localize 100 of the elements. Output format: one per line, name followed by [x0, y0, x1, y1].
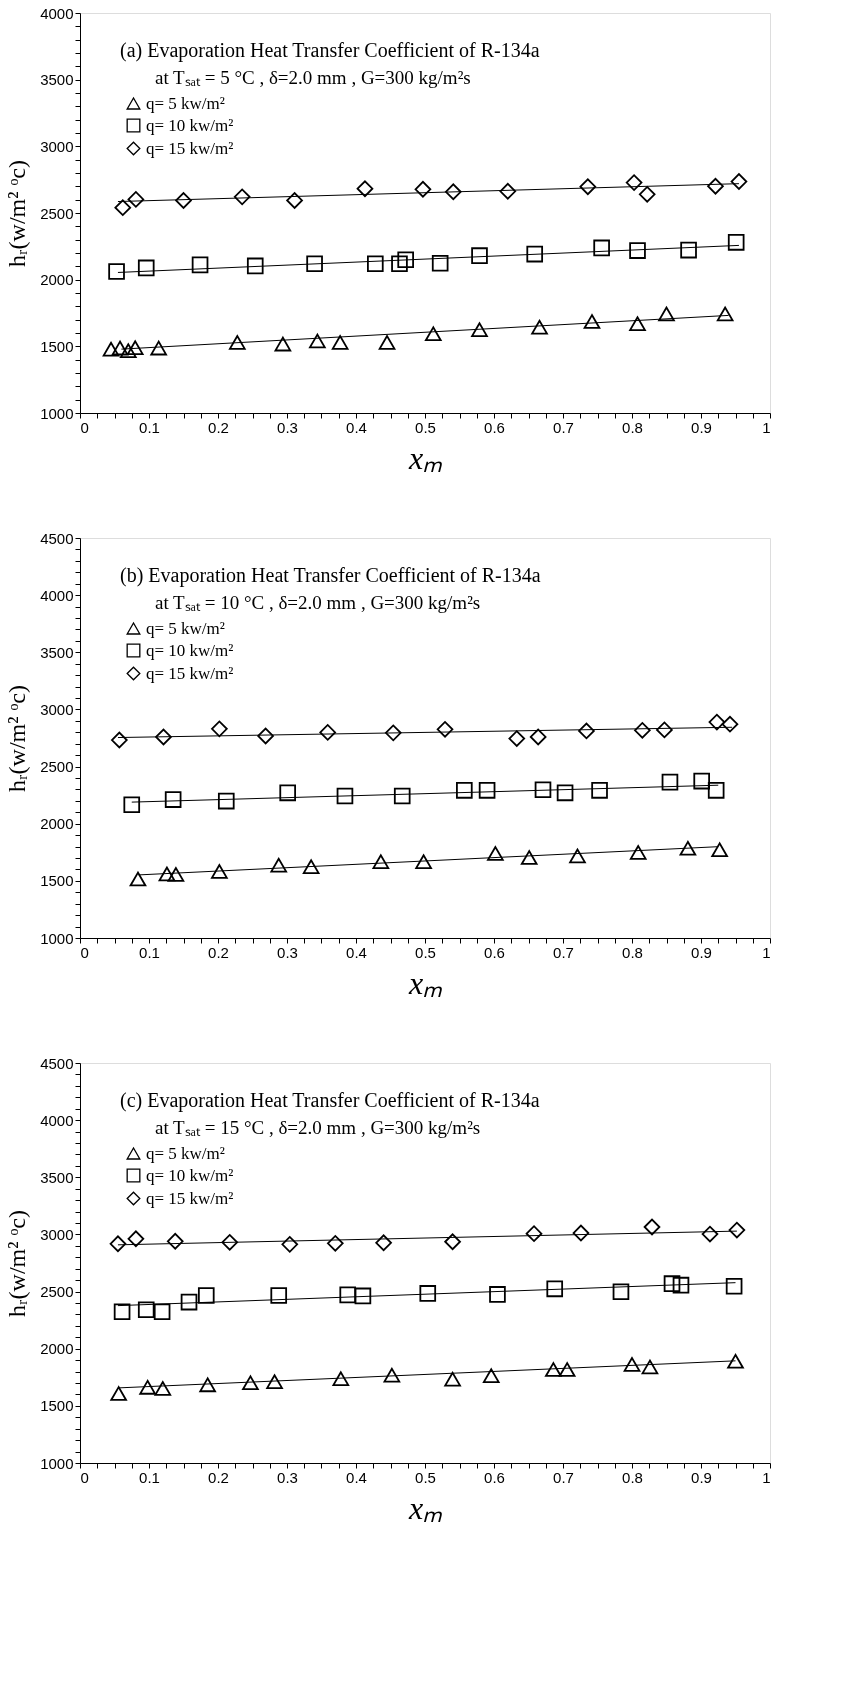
x-tick-label: 0.9 — [691, 1468, 712, 1486]
point — [129, 871, 147, 887]
point — [114, 199, 132, 216]
point — [693, 772, 711, 790]
point — [266, 1374, 283, 1390]
point — [663, 1275, 681, 1292]
point — [139, 1380, 156, 1395]
x-tick-label: 0.8 — [622, 1468, 643, 1486]
point — [414, 180, 432, 198]
y-tick-label: 3000 — [40, 137, 74, 155]
x-tick-label: 1 — [762, 1468, 771, 1486]
point — [217, 792, 235, 810]
y-tick-label: 4500 — [40, 1054, 74, 1072]
point — [556, 784, 574, 802]
point — [150, 340, 167, 356]
x-tick-label: 0 — [80, 943, 89, 961]
x-tick-label: 0.7 — [553, 418, 574, 436]
point — [656, 721, 673, 739]
point — [270, 1287, 288, 1304]
point — [393, 787, 411, 805]
y-tick-label: 1000 — [40, 929, 74, 947]
point — [579, 178, 597, 196]
point — [436, 721, 454, 738]
point — [526, 245, 544, 263]
point — [384, 724, 402, 742]
legend-label: q= 10 kw/m² — [146, 115, 234, 135]
point — [623, 1357, 641, 1372]
point — [332, 1371, 350, 1386]
point — [199, 1377, 216, 1393]
point — [167, 867, 185, 882]
y-tick-label: 4000 — [40, 1111, 74, 1129]
text: (a) Evaporation Heat Transfer Coefficient of R-134a — [120, 39, 540, 62]
point — [154, 1381, 172, 1396]
point — [569, 848, 586, 864]
legend-label: q= 5 kw/m² — [146, 1143, 225, 1163]
point — [158, 866, 176, 882]
point — [175, 192, 192, 209]
text: at Tₛₐₜ = 10 °C , δ=2.0 mm , G=300 kg/m²s — [155, 592, 481, 613]
y-axis-title: hᵣ(w/m² ᵒc) — [4, 160, 31, 267]
x-axis-title: xₘ — [407, 1489, 444, 1526]
point — [274, 336, 292, 352]
point — [375, 1234, 392, 1252]
point — [525, 1225, 543, 1242]
y-tick-label: 3500 — [40, 643, 74, 661]
point — [508, 730, 526, 747]
point — [707, 177, 724, 195]
point — [180, 1293, 198, 1311]
x-tick-label: 0.7 — [553, 1468, 574, 1486]
point — [487, 846, 504, 861]
y-axis-title: hᵣ(w/m² ᵒc) — [4, 1210, 31, 1317]
point — [197, 1287, 215, 1304]
text: (b) Evaporation Heat Transfer Coefficient of R-134a — [120, 564, 541, 587]
point — [111, 731, 128, 749]
x-tick-label: 0.5 — [415, 418, 436, 436]
x-tick-label: 0.1 — [139, 943, 160, 961]
x-tick-label: 0.2 — [208, 418, 229, 436]
y-tick-label: 3500 — [40, 71, 74, 89]
point — [545, 1362, 562, 1377]
point — [728, 1221, 746, 1239]
y-tick-label: 1000 — [40, 404, 74, 422]
point — [727, 1353, 744, 1369]
text: at Tₛₐₜ = 15 °C , δ=2.0 mm , G=300 kg/m²s — [155, 1117, 481, 1138]
point — [658, 306, 675, 322]
point — [336, 787, 354, 805]
y-tick-label: 3000 — [40, 1225, 74, 1243]
point — [246, 257, 264, 275]
x-tick-label: 0.5 — [415, 1468, 436, 1486]
point — [354, 1287, 372, 1305]
point — [309, 333, 326, 349]
x-tick-label: 0 — [80, 1468, 89, 1486]
y-tick-label: 1500 — [40, 1397, 74, 1415]
point — [643, 1218, 661, 1236]
point — [137, 1301, 155, 1319]
point — [123, 796, 141, 814]
point — [679, 840, 697, 856]
legend-label: q= 15 kw/m² — [146, 663, 234, 683]
point — [534, 781, 552, 799]
point — [113, 1303, 131, 1321]
x-tick-label: 0.3 — [277, 943, 298, 961]
x-tick-label: 0.7 — [553, 943, 574, 961]
point — [397, 251, 414, 269]
point — [520, 850, 538, 865]
y-tick-label: 3500 — [40, 1168, 74, 1186]
legend-label: q= 15 kw/m² — [146, 1188, 234, 1208]
point — [326, 1235, 344, 1252]
point — [286, 192, 303, 209]
x-tick-label: 0.1 — [139, 1468, 160, 1486]
legend-label: q= 10 kw/m² — [146, 640, 234, 660]
point — [708, 713, 726, 731]
y-tick-label: 1500 — [40, 337, 74, 355]
point — [625, 174, 643, 191]
legend-label: q= 5 kw/m² — [146, 93, 225, 113]
point — [456, 782, 473, 799]
point — [629, 845, 647, 860]
point — [109, 1235, 127, 1253]
point — [444, 1371, 461, 1387]
point — [221, 1234, 239, 1251]
point — [391, 255, 408, 273]
y-tick-label: 2000 — [40, 1340, 74, 1358]
point — [415, 854, 432, 869]
